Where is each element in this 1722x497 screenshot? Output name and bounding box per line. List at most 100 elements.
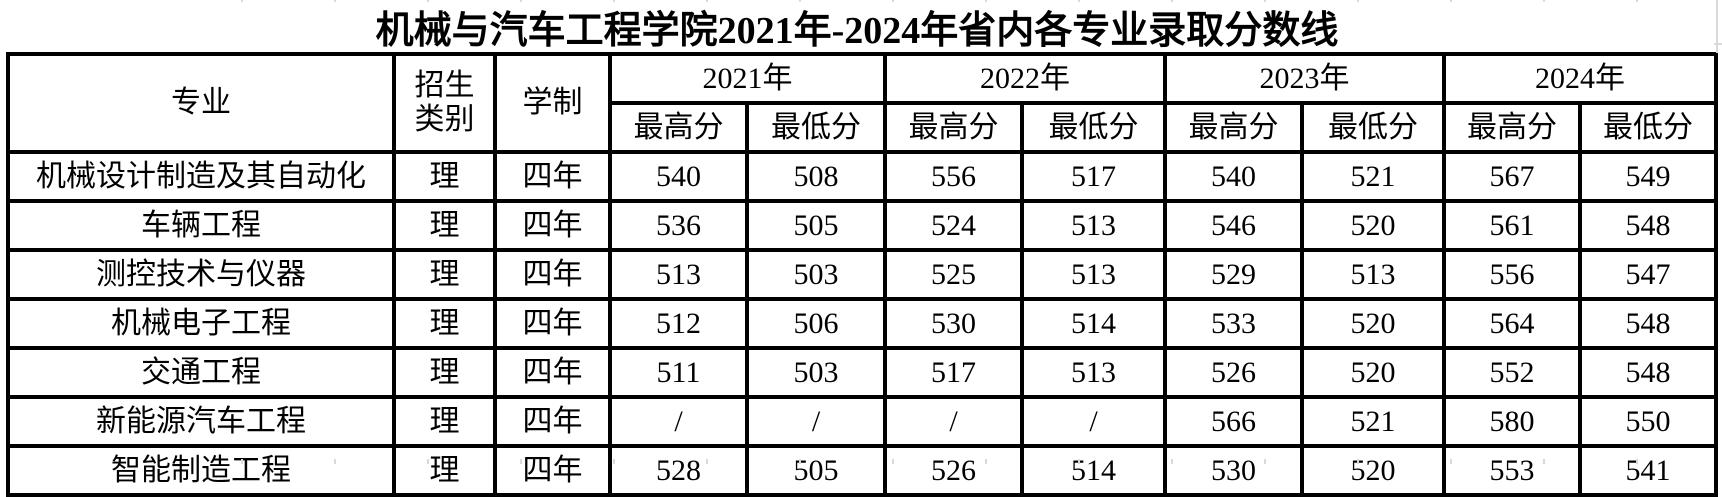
cell-score: 520: [1300, 199, 1446, 252]
header-min-2023: 最低分: [1300, 101, 1446, 154]
cell-score: 521: [1300, 150, 1446, 203]
cell-score: 503: [745, 248, 887, 301]
cell-duration: 四年: [493, 199, 612, 252]
header-max-2021: 最高分: [608, 101, 749, 154]
cell-score: 550: [1578, 395, 1718, 448]
cell-score: 546: [1163, 199, 1304, 252]
cell-score: 540: [1163, 150, 1304, 203]
cell-score: 506: [745, 297, 887, 350]
cell-score: 552: [1442, 346, 1582, 399]
cell-score: 547: [1578, 248, 1718, 301]
cell-score: /: [745, 395, 887, 448]
cell-score: 513: [1300, 248, 1446, 301]
cell-major: 交通工程: [6, 346, 396, 399]
table-row: 智能制造工程 理 四年 528 505 526 514 530 520 553 …: [6, 444, 1718, 497]
cell-score: 529: [1163, 248, 1304, 301]
cell-score: 513: [608, 248, 749, 301]
gridline-right-of-title: [1716, 0, 1718, 53]
cell-score: 548: [1578, 297, 1718, 350]
cell-duration: 四年: [493, 248, 612, 301]
table-row: 交通工程 理 四年 511 503 517 513 526 520 552 54…: [6, 346, 1718, 399]
cell-score: 512: [608, 297, 749, 350]
header-category-line1: 招生: [414, 69, 475, 103]
header-max-2023: 最高分: [1163, 101, 1304, 154]
cell-score: 517: [1020, 150, 1167, 203]
cell-score: 549: [1578, 150, 1718, 203]
header-category: 招生 类别: [392, 52, 497, 154]
cell-category: 理: [392, 395, 497, 448]
cell-major: 测控技术与仪器: [6, 248, 396, 301]
cell-major: 机械电子工程: [6, 297, 396, 350]
cell-score: 513: [1020, 199, 1167, 252]
cell-category: 理: [392, 297, 497, 350]
cell-score: /: [1020, 395, 1167, 448]
header-min-2022: 最低分: [1020, 101, 1167, 154]
page-title: 机械与汽车工程学院2021年-2024年省内各专业录取分数线: [375, 9, 1339, 52]
cell-score: 521: [1300, 395, 1446, 448]
cell-major: 车辆工程: [6, 199, 396, 252]
cell-score: 508: [745, 150, 887, 203]
cell-score: 525: [883, 248, 1024, 301]
cell-major: 智能制造工程: [6, 444, 396, 497]
cell-score: 526: [1163, 346, 1304, 399]
cell-score: 530: [883, 297, 1024, 350]
header-category-line2: 类别: [414, 103, 475, 136]
cell-score: /: [608, 395, 749, 448]
table-row: 机械电子工程 理 四年 512 506 530 514 533 520 564 …: [6, 297, 1718, 350]
cell-score: 561: [1442, 199, 1582, 252]
cell-score: 536: [608, 199, 749, 252]
cell-category: 理: [392, 444, 497, 497]
cell-category: 理: [392, 199, 497, 252]
gridline-right-of-title-horizontal: [1714, 43, 1722, 45]
cell-score: 505: [745, 199, 887, 252]
header-duration: 学制: [493, 52, 612, 154]
cell-score: 533: [1163, 297, 1304, 350]
cell-score: 526: [883, 444, 1024, 497]
table-row: 新能源汽车工程 理 四年 / / / / 566 521 580 550: [6, 395, 1718, 448]
cell-category: 理: [392, 150, 497, 203]
cell-score: 541: [1578, 444, 1718, 497]
cell-duration: 四年: [493, 444, 612, 497]
cell-score: 513: [1020, 346, 1167, 399]
cell-major: 机械设计制造及其自动化: [6, 150, 396, 203]
cell-score: 513: [1020, 248, 1167, 301]
cell-score: 567: [1442, 150, 1582, 203]
header-row-max-min: 最高分 最低分 最高分 最低分 最高分 最低分 最高分 最低分: [8, 101, 1718, 154]
cell-score: 520: [1300, 444, 1446, 497]
cell-major: 新能源汽车工程: [6, 395, 396, 448]
header-year-2023: 2023年: [1163, 52, 1446, 105]
cell-duration: 四年: [493, 346, 612, 399]
header-min-2024: 最低分: [1578, 101, 1718, 154]
cell-duration: 四年: [493, 150, 612, 203]
cell-score: 528: [608, 444, 749, 497]
cell-score: 514: [1020, 444, 1167, 497]
cell-score: 548: [1578, 346, 1718, 399]
cell-score: 564: [1442, 297, 1582, 350]
cell-score: 503: [745, 346, 887, 399]
table-row: 机械设计制造及其自动化 理 四年 540 508 556 517 540 521…: [6, 150, 1718, 203]
cell-score: 524: [883, 199, 1024, 252]
gridline-ticks-bottom: [241, 459, 1641, 464]
cell-category: 理: [392, 346, 497, 399]
cell-duration: 四年: [493, 395, 612, 448]
header-min-2021: 最低分: [745, 101, 887, 154]
cell-score: 580: [1442, 395, 1582, 448]
cell-score: 556: [1442, 248, 1582, 301]
cell-score: 548: [1578, 199, 1718, 252]
header-major: 专业: [6, 52, 396, 154]
spreadsheet-page: 机械与汽车工程学院2021年-2024年省内各专业录取分数线 专业 招生 类别 …: [6, 0, 1722, 497]
header-year-2021: 2021年: [608, 52, 887, 105]
header-year-2022: 2022年: [883, 52, 1167, 105]
cell-score: 553: [1442, 444, 1582, 497]
header-max-2024: 最高分: [1442, 101, 1582, 154]
cell-score: 505: [745, 444, 887, 497]
header-row-years: 专业 招生 类别 学制 2021年 2022年 2023年 2024年: [6, 52, 1718, 154]
cell-category: 理: [392, 248, 497, 301]
table-row: 车辆工程 理 四年 536 505 524 513 546 520 561 54…: [6, 199, 1718, 252]
cell-score: 520: [1300, 346, 1446, 399]
cell-score: 520: [1300, 297, 1446, 350]
cell-score: 514: [1020, 297, 1167, 350]
cell-score: 566: [1163, 395, 1304, 448]
gridline-ticks-top: [241, 0, 1641, 2]
cell-score: 556: [883, 150, 1024, 203]
